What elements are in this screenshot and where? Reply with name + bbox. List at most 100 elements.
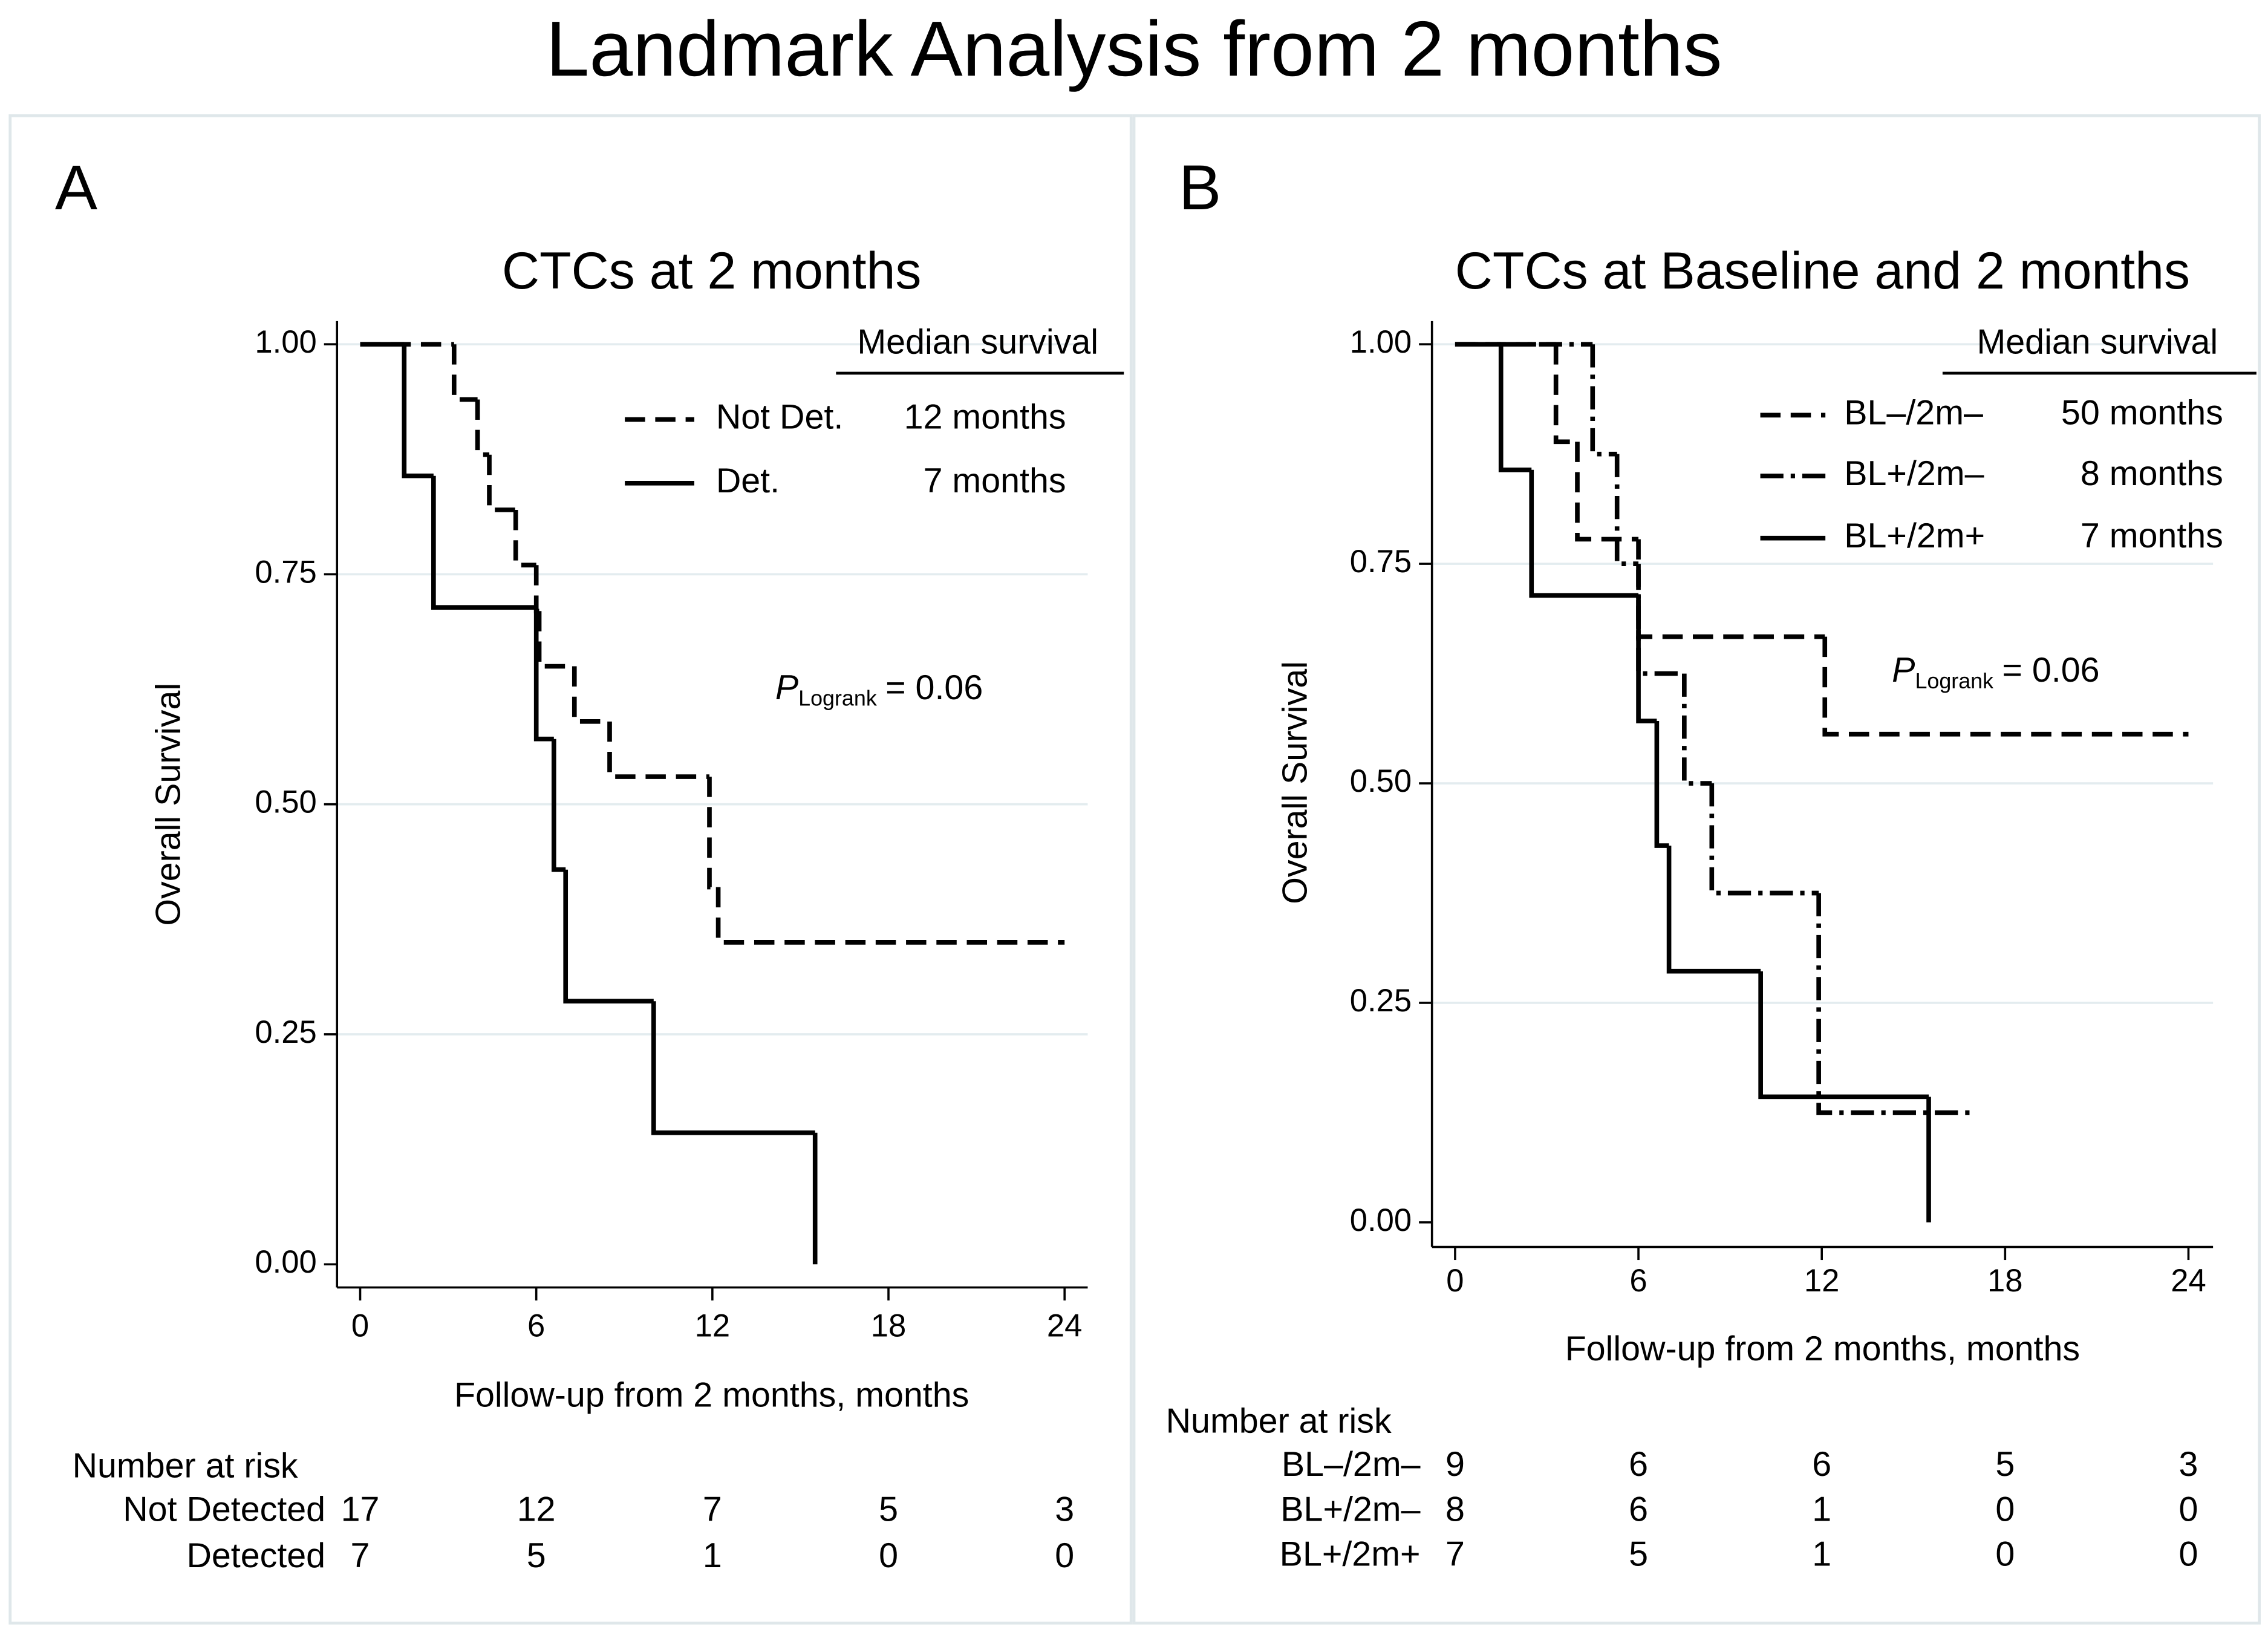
- legend-title: Median survival: [1976, 322, 2218, 361]
- risk-count: 0: [1055, 1536, 1074, 1575]
- risk-count: 0: [1995, 1535, 2015, 1573]
- y-tick-label: 0.25: [1350, 983, 1412, 1019]
- risk-title: Number at risk: [1166, 1401, 1392, 1440]
- legend-median: 7 months: [2081, 517, 2223, 555]
- chart-title: CTCs at Baseline and 2 months: [1455, 242, 2190, 300]
- risk-count: 5: [879, 1490, 898, 1528]
- legend-title: Median survival: [857, 322, 1098, 361]
- km-step: [1590, 344, 1617, 457]
- risk-count: 3: [2179, 1445, 2198, 1484]
- x-tick-label: 0: [351, 1308, 369, 1343]
- km-step: [1636, 595, 1657, 723]
- x-tick-label: 24: [2171, 1263, 2206, 1299]
- legend-label: Det.: [716, 462, 780, 500]
- risk-count: 5: [1995, 1445, 2015, 1484]
- panel-letter: A: [55, 152, 97, 223]
- km-step: [1654, 720, 1669, 848]
- km-step: [563, 869, 654, 1004]
- p-symbol: P: [775, 668, 798, 707]
- km-step: [487, 454, 516, 512]
- km-step: [1666, 846, 1761, 974]
- risk-label: BL–/2m–: [1282, 1445, 1421, 1484]
- x-tick-label: 0: [1446, 1263, 1464, 1299]
- risk-count: 0: [1995, 1490, 2015, 1528]
- risk-count: 6: [1629, 1445, 1648, 1484]
- x-tick-label: 18: [871, 1308, 907, 1343]
- p-value: PLogrank = 0.06: [775, 668, 983, 711]
- x-tick-label: 6: [527, 1308, 545, 1343]
- x-tick-label: 12: [695, 1308, 731, 1343]
- risk-count: 7: [351, 1536, 370, 1575]
- x-tick-label: 12: [1804, 1263, 1840, 1299]
- risk-label: Detected: [186, 1536, 325, 1575]
- risk-count: 0: [2179, 1535, 2198, 1573]
- km-step: [1682, 673, 1712, 786]
- km-step: [536, 611, 575, 669]
- km-step: [1529, 469, 1639, 598]
- x-axis-title: Follow-up from 2 months, months: [454, 1375, 969, 1414]
- km-step: [431, 475, 536, 610]
- legend-median: 8 months: [2081, 454, 2223, 493]
- chart-title: CTCs at 2 months: [502, 242, 922, 300]
- risk-count: 6: [1629, 1490, 1648, 1528]
- risk-count: 6: [1812, 1445, 1831, 1484]
- km-step: [513, 509, 536, 568]
- x-axis-title: Follow-up from 2 months, months: [1565, 1329, 2080, 1368]
- risk-title: Number at risk: [73, 1447, 298, 1486]
- p-text: = 0.06: [885, 668, 983, 707]
- risk-count: 1: [703, 1536, 722, 1575]
- risk-count: 9: [1445, 1445, 1465, 1484]
- panel-frame: [8, 114, 1133, 1625]
- p-value: PLogrank = 0.06: [1892, 651, 2099, 693]
- y-axis-title: Overall Survival: [149, 683, 187, 926]
- x-tick-label: 24: [1047, 1308, 1083, 1343]
- y-tick-label: 1.00: [1350, 324, 1412, 360]
- km-step: [1636, 564, 1684, 676]
- km-step: [607, 721, 710, 779]
- risk-count: 1: [1812, 1490, 1831, 1528]
- km-step: [1709, 783, 1819, 896]
- risk-count: 12: [517, 1490, 556, 1528]
- legend-label: Not Det.: [716, 398, 843, 437]
- legend-label: BL–/2m–: [1844, 394, 1983, 432]
- x-tick-label: 18: [1987, 1263, 2023, 1299]
- risk-label: BL+/2m–: [1280, 1490, 1420, 1528]
- km-step: [1822, 636, 2189, 737]
- legend-median: 12 months: [904, 398, 1066, 437]
- p-symbol: P: [1892, 651, 1915, 690]
- km-step: [551, 739, 566, 872]
- km-step: [1553, 344, 1578, 445]
- y-tick-label: 1.00: [255, 324, 316, 360]
- y-tick-label: 0.25: [255, 1014, 316, 1050]
- risk-count: 0: [2179, 1490, 2198, 1528]
- panel-frame: [1132, 114, 2261, 1625]
- km-curve: [360, 342, 818, 1265]
- km-step: [707, 777, 719, 890]
- risk-count: 3: [1055, 1490, 1074, 1528]
- y-tick-label: 0.50: [1350, 763, 1412, 799]
- km-step: [475, 399, 490, 457]
- x-tick-label: 6: [1629, 1263, 1647, 1299]
- p-text: = 0.06: [2002, 651, 2099, 690]
- risk-count: 7: [1445, 1535, 1465, 1573]
- y-tick-label: 0.00: [255, 1244, 316, 1280]
- risk-count: 5: [1629, 1535, 1648, 1573]
- km-step: [1498, 344, 1532, 472]
- legend-median: 50 months: [2061, 394, 2223, 432]
- legend-label: BL+/2m+: [1844, 517, 1985, 555]
- y-tick-label: 0.75: [255, 554, 316, 590]
- y-axis-title: Overall Survival: [1276, 661, 1314, 904]
- y-tick-label: 0.00: [1350, 1202, 1412, 1238]
- risk-count: 0: [879, 1536, 898, 1575]
- risk-count: 8: [1445, 1490, 1465, 1528]
- km-step: [451, 344, 478, 402]
- km-step: [1758, 971, 1929, 1100]
- risk-count: 1: [1812, 1535, 1831, 1573]
- legend-label: BL+/2m–: [1844, 454, 1984, 493]
- risk-label: BL+/2m+: [1280, 1535, 1421, 1573]
- km-curve: [1455, 342, 1931, 1222]
- legend-median: 7 months: [924, 462, 1066, 500]
- km-step: [572, 666, 610, 724]
